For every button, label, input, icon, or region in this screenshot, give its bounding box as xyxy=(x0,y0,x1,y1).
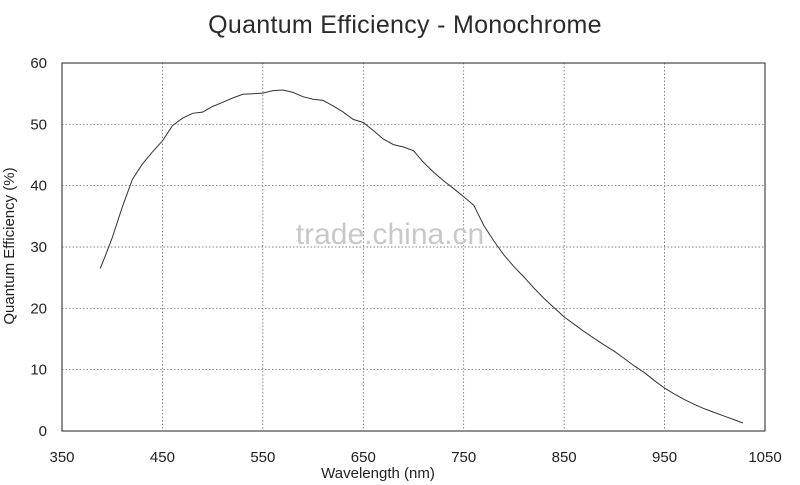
x-tick-labels: 350 450 550 650 750 850 950 1050 xyxy=(49,449,781,466)
y-tick-label: 20 xyxy=(30,300,47,317)
y-tick-label: 0 xyxy=(39,423,47,440)
x-tick-label: 350 xyxy=(49,449,74,466)
y-tick-label: 60 xyxy=(30,55,47,72)
x-tick-label: 650 xyxy=(351,449,376,466)
y-tick-labels: 0 10 20 30 40 50 60 xyxy=(30,55,47,440)
x-tick-label: 950 xyxy=(652,449,677,466)
grid-lines xyxy=(62,63,765,431)
plot-frame xyxy=(61,62,766,432)
x-tick-label: 450 xyxy=(150,449,175,466)
y-tick-label: 10 xyxy=(30,362,47,379)
x-tick-label: 850 xyxy=(552,449,577,466)
y-tick-label: 30 xyxy=(30,239,47,256)
x-axis-label: Wavelength (nm) xyxy=(321,465,435,482)
y-tick-label: 50 xyxy=(30,116,47,133)
x-tick-label: 750 xyxy=(451,449,476,466)
watermark-text: trade.china.cn xyxy=(296,218,484,251)
x-tick-label: 550 xyxy=(250,449,275,466)
y-tick-label: 40 xyxy=(30,178,47,195)
x-tick-label: 1050 xyxy=(748,449,781,466)
chart-title: Quantum Efficiency - Monochrome xyxy=(208,11,602,39)
y-axis-label: Quantum Efficiency (%) xyxy=(1,167,18,324)
qe-curve xyxy=(99,89,744,424)
